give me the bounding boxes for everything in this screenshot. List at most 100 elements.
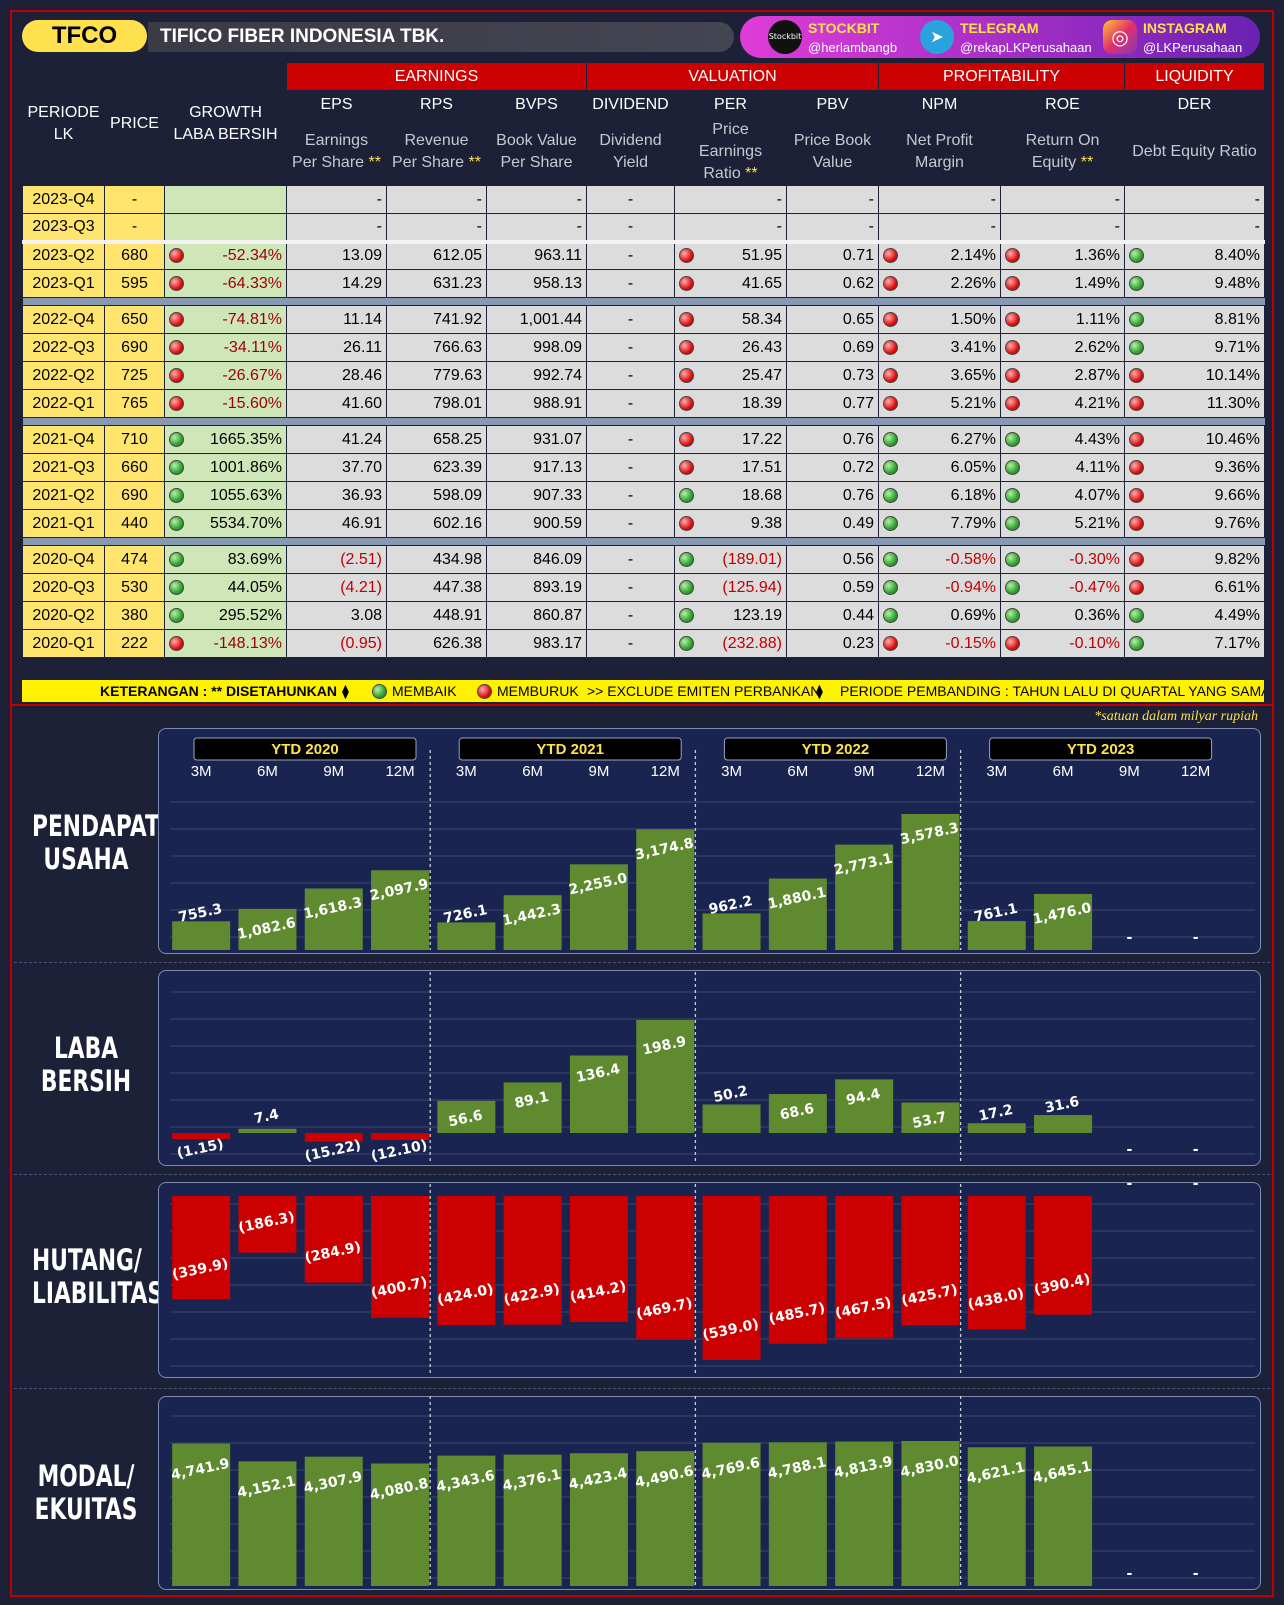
month-label: 3M: [191, 763, 212, 780]
cell-growth: -52.34%: [164, 241, 287, 270]
cell-value: 9.76%: [1214, 514, 1260, 532]
cell-pbv: 0.77: [786, 389, 879, 418]
cell-eps: 37.70: [286, 453, 387, 482]
cell-dividend: -: [586, 509, 675, 538]
cell-growth: 295.52%: [164, 601, 287, 630]
cell-value: 4.07%: [1074, 486, 1120, 504]
red-dot-icon: [1005, 311, 1020, 327]
green-dot-icon: [883, 579, 898, 595]
cell-value: -: [1254, 217, 1260, 235]
cell-value: -0.30%: [1069, 550, 1120, 568]
red-dot-icon: [1129, 551, 1144, 567]
cell-value: 2.14%: [950, 247, 996, 265]
cell-value: 447.38: [433, 578, 482, 596]
cell-value: 2021-Q3: [32, 458, 95, 476]
cell-value: (0.95): [340, 634, 382, 652]
bar: [768, 878, 827, 950]
cell-value: (125.94): [722, 578, 782, 596]
green-dot-icon: [1129, 311, 1144, 327]
cell-eps: 13.09: [286, 241, 387, 270]
cell-value: 0.44: [842, 606, 874, 624]
data-label: 89.1: [513, 1089, 550, 1112]
cell-roe: -0.10%: [1000, 629, 1125, 658]
green-dot-icon: [883, 607, 898, 623]
cell-value: -34.11%: [223, 338, 282, 356]
data-label: 17.2: [977, 1102, 1014, 1125]
social-name: INSTAGRAM: [1143, 20, 1227, 36]
cell-der: 9.36%: [1124, 453, 1265, 482]
bar: [768, 1094, 827, 1133]
col-desc-text: Earnings Per Share: [292, 132, 369, 171]
cell-value: 434.98: [433, 550, 482, 568]
cell-der: 9.48%: [1124, 269, 1265, 298]
bar: [636, 1020, 695, 1133]
cell-dividend: -: [586, 241, 675, 270]
cell-value: -148.13%: [213, 634, 283, 652]
cell-value: -: [868, 217, 874, 235]
telegram-icon: ➤: [920, 20, 954, 54]
cell-value: 41.65: [741, 274, 782, 292]
green-dot-icon: [883, 487, 898, 503]
cell-bvps: -: [486, 185, 587, 214]
cell-value: -: [776, 190, 782, 208]
cell-bvps: 958.13: [486, 269, 587, 298]
green-dot-icon: [169, 607, 184, 623]
red-dot-icon: [1005, 367, 1020, 383]
green-dot-icon: [1129, 275, 1144, 291]
year-header: [989, 737, 1213, 761]
cell-value: 3.08: [350, 606, 382, 624]
cell-value: 2022-Q3: [32, 338, 95, 356]
cell-value: (4.21): [340, 578, 382, 596]
cell-value: -: [627, 217, 634, 235]
data-label: 50.2: [712, 1083, 749, 1106]
year-label: YTD 2022: [802, 741, 870, 758]
chart-frame: [10, 704, 1274, 1597]
cell-rps: 612.05: [386, 241, 487, 270]
group-valuation: VALUATION: [586, 62, 879, 91]
data-label: 53.7: [911, 1109, 948, 1132]
cell-periode: 2021-Q1: [22, 509, 105, 538]
green-dot-icon: [679, 551, 694, 567]
cell-periode: 2021-Q3: [22, 453, 105, 482]
table-row: 2021-Q4 710 1665.35% 41.24 658.25 931.07 - 17.2…: [22, 425, 1265, 454]
col-desc-text: Net Profit Margin: [906, 132, 973, 171]
cell-value: 765: [121, 394, 148, 412]
cell-dividend: -: [586, 573, 675, 602]
cell-dividend: -: [586, 305, 675, 334]
cell-value: 17.22: [741, 430, 782, 448]
cell-value: 2.26%: [950, 274, 996, 292]
table-row: 2020-Q2 380 295.52% 3.08 448.91 860.87 - 123.19…: [22, 601, 1265, 630]
cell-value: 2.87%: [1074, 366, 1120, 384]
red-dot-icon: [679, 459, 694, 475]
cell-eps: (4.21): [286, 573, 387, 602]
col-rps: RPS: [386, 90, 487, 119]
cell-value: 8.81%: [1214, 310, 1260, 328]
cell-roe: -: [1000, 185, 1125, 214]
green-dot-icon: [372, 680, 387, 699]
cell-pbv: 0.69: [786, 333, 879, 362]
col-desc-text: Book Value Per Share: [496, 132, 577, 171]
cell-value: 36.93: [341, 486, 382, 504]
green-dot-icon: [883, 431, 898, 447]
red-dot-icon: [883, 248, 898, 264]
cell-value: 9.38: [750, 514, 782, 532]
red-dot-icon: [1129, 367, 1144, 383]
cell-value: 25.47: [741, 366, 782, 384]
red-dot-icon: [679, 275, 694, 291]
cell-value: -: [1114, 190, 1120, 208]
cell-rps: 766.63: [386, 333, 487, 362]
cell-rps: 798.01: [386, 389, 487, 418]
cell-der: 4.49%: [1124, 601, 1265, 630]
cell-pbv: 0.65: [786, 305, 879, 334]
red-dot-icon: [169, 395, 184, 411]
cell-periode: 2023-Q4: [22, 185, 105, 214]
bar: [768, 1442, 827, 1586]
cell-value: 9.36%: [1214, 458, 1260, 476]
cell-der: 8.40%: [1124, 241, 1265, 270]
cell-value: 2021-Q4: [32, 430, 95, 448]
green-dot-icon: [883, 459, 898, 475]
cell-value: 0.59: [842, 578, 874, 596]
cell-dividend: -: [586, 213, 675, 242]
col-der: DER: [1124, 90, 1265, 119]
